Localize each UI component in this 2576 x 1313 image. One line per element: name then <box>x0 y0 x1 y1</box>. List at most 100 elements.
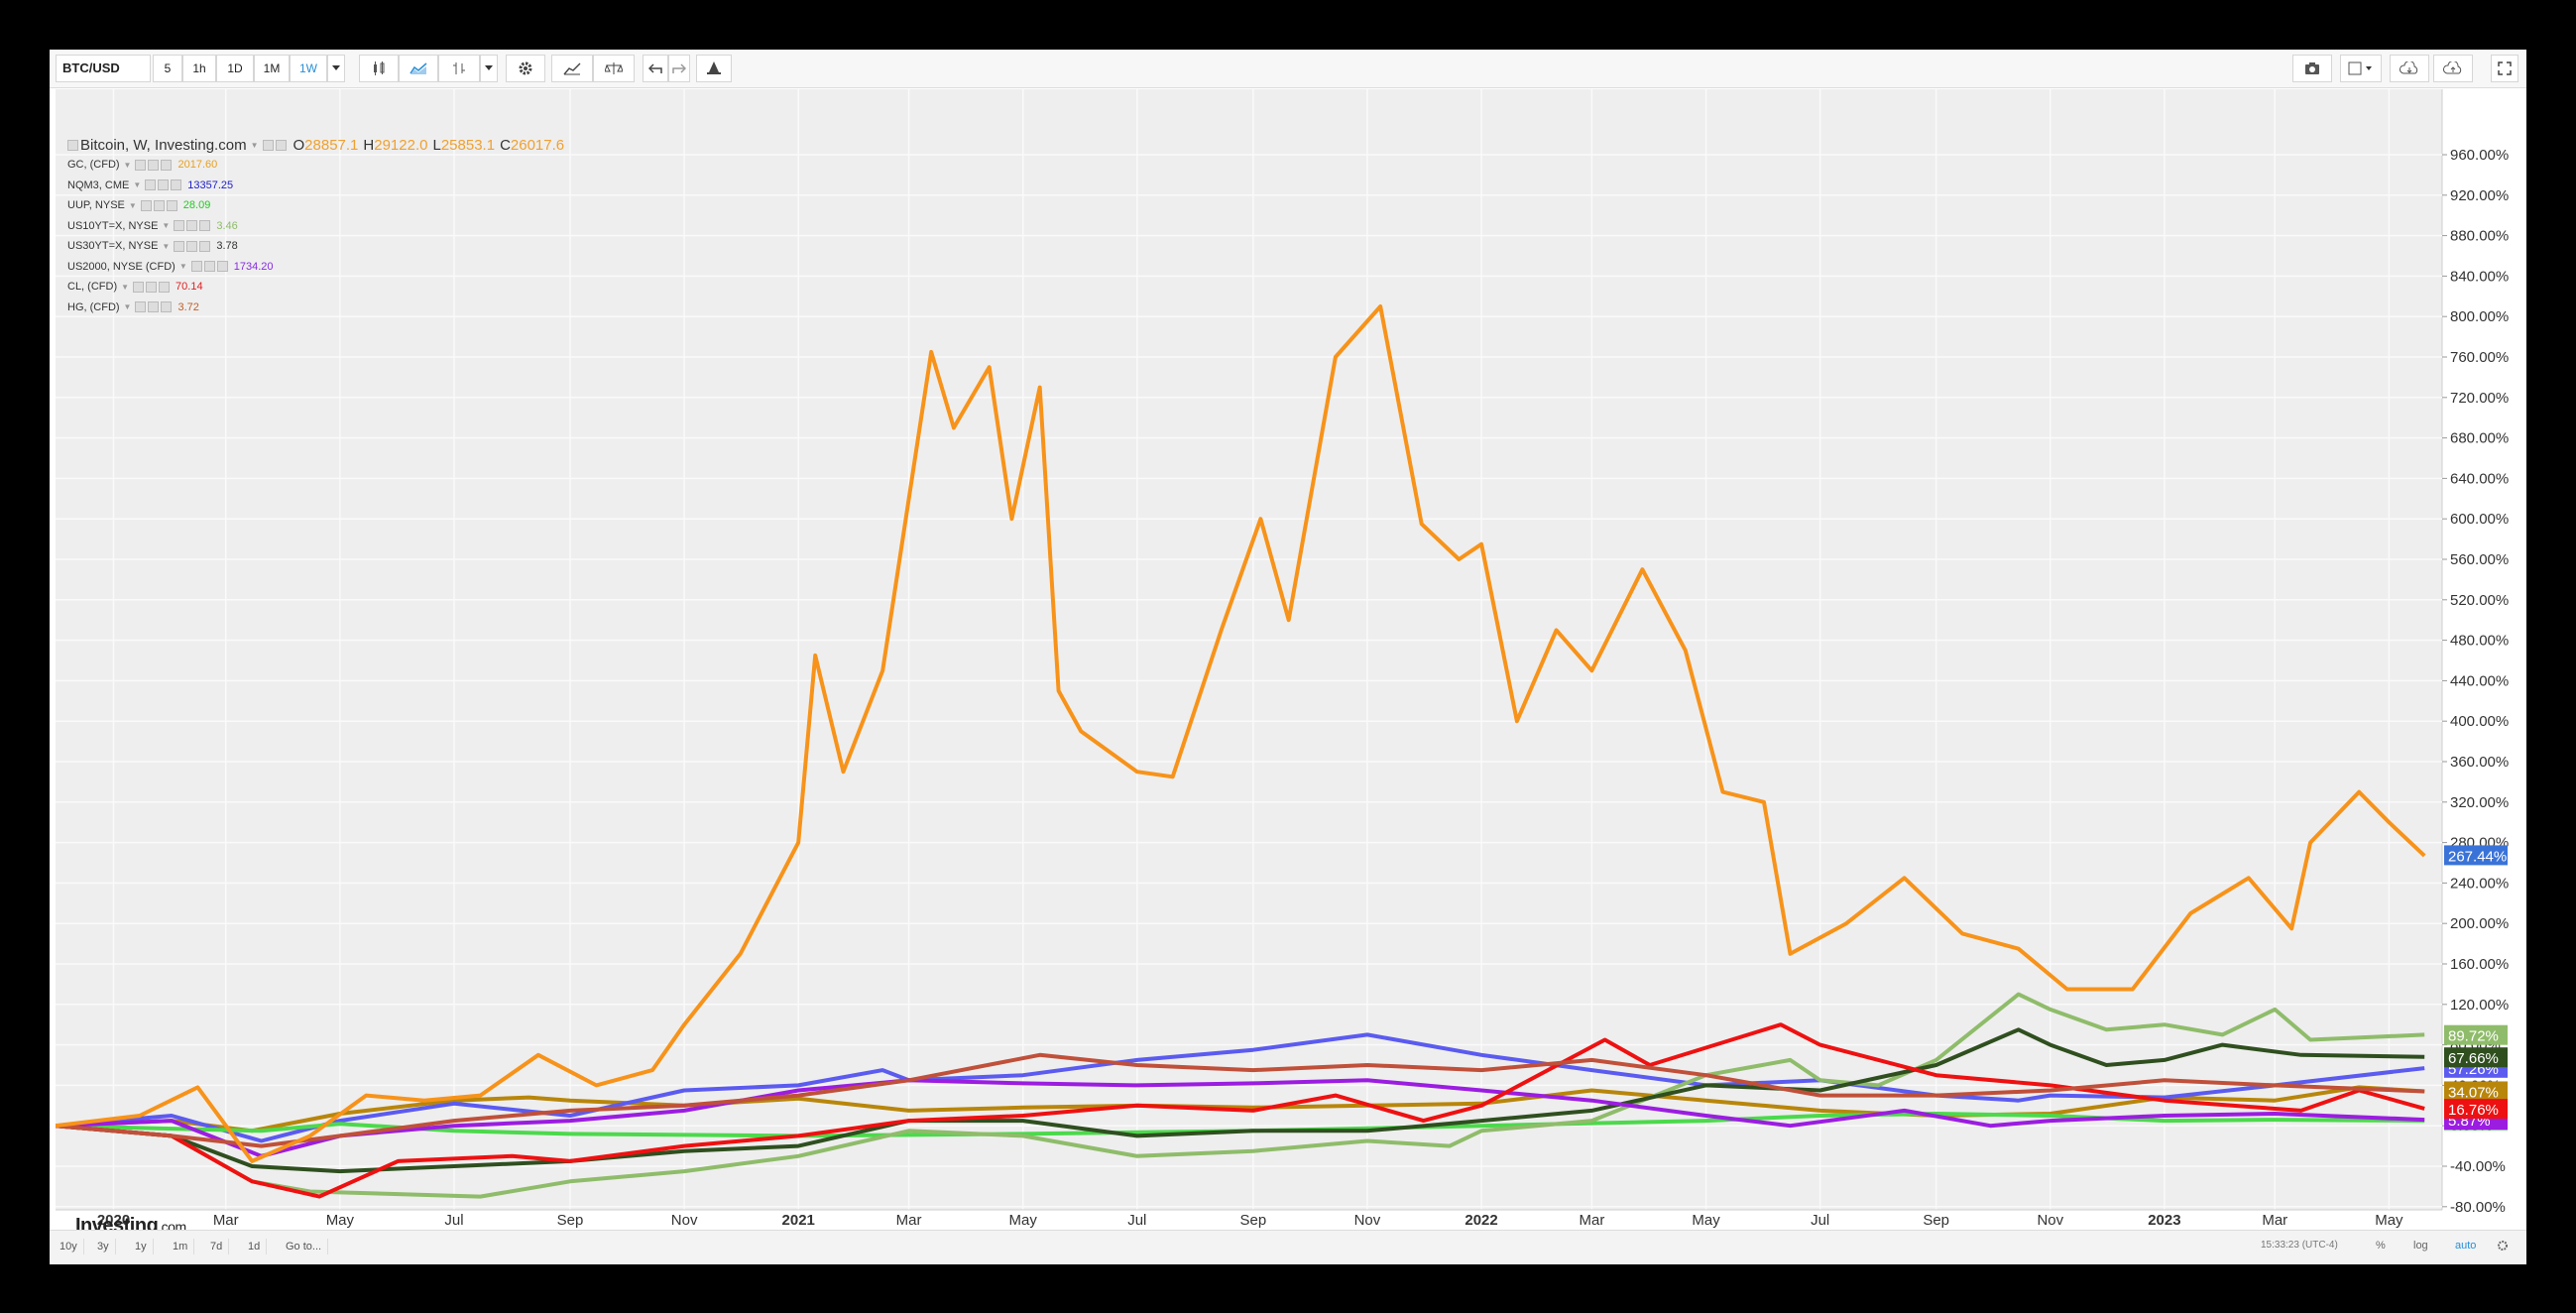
log-toggle[interactable]: log <box>2413 1240 2428 1252</box>
value-badge <box>2444 1099 2508 1120</box>
y-tick-label: 640.00% <box>2450 470 2509 487</box>
visibility-icon[interactable] <box>262 139 274 151</box>
x-tick-label: May <box>1692 1212 1720 1229</box>
interval-1w[interactable]: 1W <box>290 55 327 82</box>
interval-1d[interactable]: 1D <box>216 55 254 82</box>
x-tick-label: Mar <box>213 1212 239 1229</box>
settings-icon[interactable] <box>148 159 160 171</box>
plot-area[interactable]: 960.00% 920.00% 880.00% 840.00% 800.00% 760.0… <box>56 89 2526 1237</box>
layout-icon[interactable] <box>2340 55 2382 82</box>
close-icon[interactable] <box>161 159 173 171</box>
settings-icon[interactable] <box>153 199 165 211</box>
legend-item-name: US2000, NYSE (CFD) <box>67 260 176 273</box>
settings-icon[interactable] <box>275 139 287 151</box>
close-icon[interactable] <box>171 179 182 190</box>
close-icon[interactable] <box>161 301 173 312</box>
toolbar: BTC/USD 5 1h 1D 1M 1W <box>50 50 2526 88</box>
range-button[interactable]: 1y <box>129 1239 154 1254</box>
visibility-icon[interactable] <box>135 301 147 312</box>
legend-item: CL, (CFD) ▼ 70.14 <box>67 279 203 295</box>
legend-dropdown-icon[interactable]: ▼ <box>133 180 142 189</box>
close-icon[interactable] <box>166 199 177 211</box>
legend-dropdown-icon[interactable]: ▼ <box>128 200 137 210</box>
symbol-input[interactable]: BTC/USD <box>56 55 151 82</box>
y-tick-label: 240.00% <box>2450 875 2509 892</box>
legend-dropdown-icon[interactable]: ▼ <box>123 302 132 311</box>
settings-gear-icon[interactable] <box>2497 1240 2509 1254</box>
legend-dropdown-icon[interactable]: ▼ <box>121 282 130 292</box>
interval-5[interactable]: 5 <box>153 55 182 82</box>
collapse-icon[interactable] <box>67 139 78 151</box>
high-label: H <box>363 136 375 154</box>
high-value: 29122.0 <box>374 136 428 154</box>
compare-scales-icon[interactable] <box>593 55 635 82</box>
settings-icon[interactable] <box>148 301 160 312</box>
close-icon[interactable] <box>199 220 211 231</box>
visibility-icon[interactable] <box>145 179 157 190</box>
indicators-icon[interactable] <box>551 55 593 82</box>
interval-1m[interactable]: 1M <box>254 55 290 82</box>
legend-item-value: 1734.20 <box>233 260 274 273</box>
range-button[interactable]: 1d <box>242 1239 268 1254</box>
settings-icon[interactable] <box>203 261 215 272</box>
x-tick-label: Sep <box>1239 1212 1266 1229</box>
camera-icon[interactable] <box>2292 55 2332 82</box>
settings-icon[interactable] <box>158 179 170 190</box>
interval-1h[interactable]: 1h <box>182 55 216 82</box>
undo-icon[interactable] <box>643 55 668 82</box>
legend-dropdown-icon[interactable]: ▼ <box>162 221 171 230</box>
legend-item-name: US10YT=X, NYSE <box>67 219 159 232</box>
close-icon[interactable] <box>199 240 211 252</box>
legend-item-value: 70.14 <box>176 281 203 293</box>
visibility-icon[interactable] <box>135 159 147 171</box>
settings-icon[interactable] <box>146 281 158 293</box>
visibility-icon[interactable] <box>190 261 202 272</box>
close-icon[interactable] <box>159 281 171 293</box>
legend-item: US10YT=X, NYSE ▼ 3.46 <box>67 218 238 234</box>
legend-dropdown-icon[interactable]: ▼ <box>178 262 187 271</box>
area-chart-icon[interactable] <box>399 55 438 82</box>
range-button[interactable]: 10y <box>54 1239 84 1254</box>
visibility-icon[interactable] <box>133 281 145 293</box>
percent-toggle[interactable]: % <box>2376 1240 2386 1252</box>
legend-dropdown-icon[interactable]: ▼ <box>250 140 259 150</box>
fullscreen-icon[interactable] <box>2491 55 2518 82</box>
legend-item-name: NQM3, CME <box>67 179 130 191</box>
visibility-icon[interactable] <box>140 199 152 211</box>
settings-gear-icon[interactable] <box>506 55 545 82</box>
x-tick-label: May <box>326 1212 355 1229</box>
x-tick-label: Mar <box>896 1212 922 1229</box>
cloud-download-icon[interactable] <box>2390 55 2429 82</box>
style-dropdown-icon[interactable] <box>480 55 498 82</box>
legend-dropdown-icon[interactable]: ▼ <box>162 241 171 251</box>
auto-toggle[interactable]: auto <box>2455 1240 2477 1252</box>
legend-dropdown-icon[interactable]: ▼ <box>123 160 132 170</box>
y-tick-label: 520.00% <box>2450 592 2509 609</box>
legend-item: NQM3, CME ▼ 13357.25 <box>67 178 233 193</box>
legend-main: Bitcoin, W, Investing.com ▼ O 28857.1 H 29… <box>67 135 564 155</box>
range-button[interactable]: 3y <box>91 1239 116 1254</box>
range-button[interactable]: Go to... <box>280 1239 329 1254</box>
value-badge-label: 267.44% <box>2448 848 2507 865</box>
settings-icon[interactable] <box>186 240 198 252</box>
clock: 15:33:23 (UTC-4) <box>2261 1240 2338 1251</box>
y-tick-label: 760.00% <box>2450 349 2509 366</box>
legend-item: UUP, NYSE ▼ 28.09 <box>67 197 210 213</box>
series-line <box>56 1022 2425 1199</box>
visibility-icon[interactable] <box>174 220 185 231</box>
settings-icon[interactable] <box>186 220 198 231</box>
y-tick-label: 160.00% <box>2450 956 2509 973</box>
alert-icon[interactable] <box>696 55 732 82</box>
legend-item: US30YT=X, NYSE ▼ 3.78 <box>67 238 238 254</box>
candlestick-icon[interactable] <box>359 55 399 82</box>
low-value: 25853.1 <box>440 136 496 154</box>
value-badge-label: 89.72% <box>2448 1028 2499 1045</box>
range-button[interactable]: 1m <box>167 1239 195 1254</box>
cloud-upload-icon[interactable] <box>2433 55 2473 82</box>
range-button[interactable]: 7d <box>204 1239 230 1254</box>
close-icon[interactable] <box>216 261 228 272</box>
bar-style-icon[interactable] <box>438 55 480 82</box>
redo-icon[interactable] <box>668 55 690 82</box>
interval-dropdown-icon[interactable] <box>327 55 345 82</box>
visibility-icon[interactable] <box>174 240 185 252</box>
